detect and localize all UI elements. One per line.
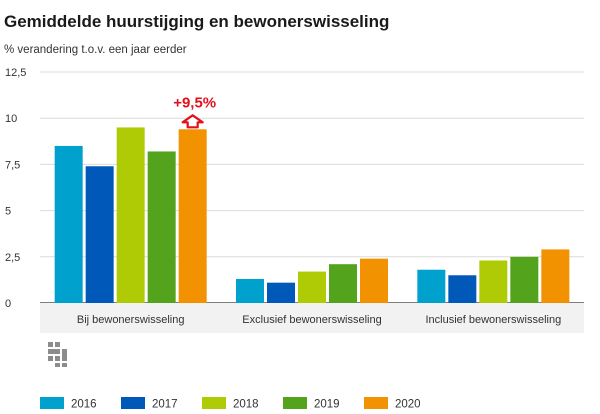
- bar: [360, 258, 388, 303]
- bar: [298, 271, 326, 303]
- bars: [54, 127, 570, 303]
- legend-swatch: [364, 397, 388, 409]
- annotation: +9,5%: [173, 94, 216, 129]
- legend-swatch: [121, 397, 145, 409]
- x-axis-categories: Bij bewonerswisseling Exclusief bewonersw…: [77, 314, 561, 326]
- bar: [54, 145, 83, 303]
- bar: [236, 278, 264, 303]
- category-label: Inclusief bewonerswisseling: [425, 314, 561, 326]
- category-label: Exclusief bewonerswisseling: [242, 314, 381, 326]
- arrow-up-icon: [181, 114, 204, 129]
- legend-label: 2019: [314, 399, 340, 411]
- bar: [417, 269, 446, 303]
- legend-label: 2016: [71, 399, 97, 411]
- bar: [329, 264, 357, 303]
- legend-label: 2017: [152, 399, 178, 411]
- legend: 2016 2017 2018 2019 2020: [40, 397, 421, 411]
- bar: [448, 275, 477, 303]
- legend-label: 2020: [395, 399, 421, 411]
- chart-title: Gemiddelde huurstijging en bewonerswisse…: [4, 12, 389, 31]
- legend-swatch: [283, 397, 307, 409]
- y-tick-label: 0: [5, 298, 11, 310]
- legend-swatch: [202, 397, 226, 409]
- bar: [116, 127, 145, 303]
- bar: [479, 260, 508, 303]
- bar: [178, 129, 207, 303]
- cbs-logo: [48, 342, 67, 367]
- annotation-label: +9,5%: [173, 94, 216, 111]
- y-tick-label: 2,5: [5, 252, 20, 264]
- bar: [267, 282, 295, 303]
- legend-swatch: [40, 397, 64, 409]
- y-tick-label: 12,5: [5, 67, 26, 79]
- chart-subtitle: % verandering t.o.v. een jaar eerder: [4, 44, 187, 56]
- y-axis-ticks: 0 2,5 5 7,5 10 12,5: [5, 67, 26, 310]
- bar: [85, 166, 114, 303]
- legend-label: 2018: [233, 399, 259, 411]
- category-label: Bij bewonerswisseling: [77, 314, 185, 326]
- category-band: [40, 303, 584, 333]
- bar: [510, 256, 539, 303]
- bar: [147, 151, 176, 303]
- y-tick-label: 7,5: [5, 159, 20, 171]
- y-tick-label: 5: [5, 206, 11, 218]
- y-tick-label: 10: [5, 113, 17, 125]
- bar: [541, 249, 570, 303]
